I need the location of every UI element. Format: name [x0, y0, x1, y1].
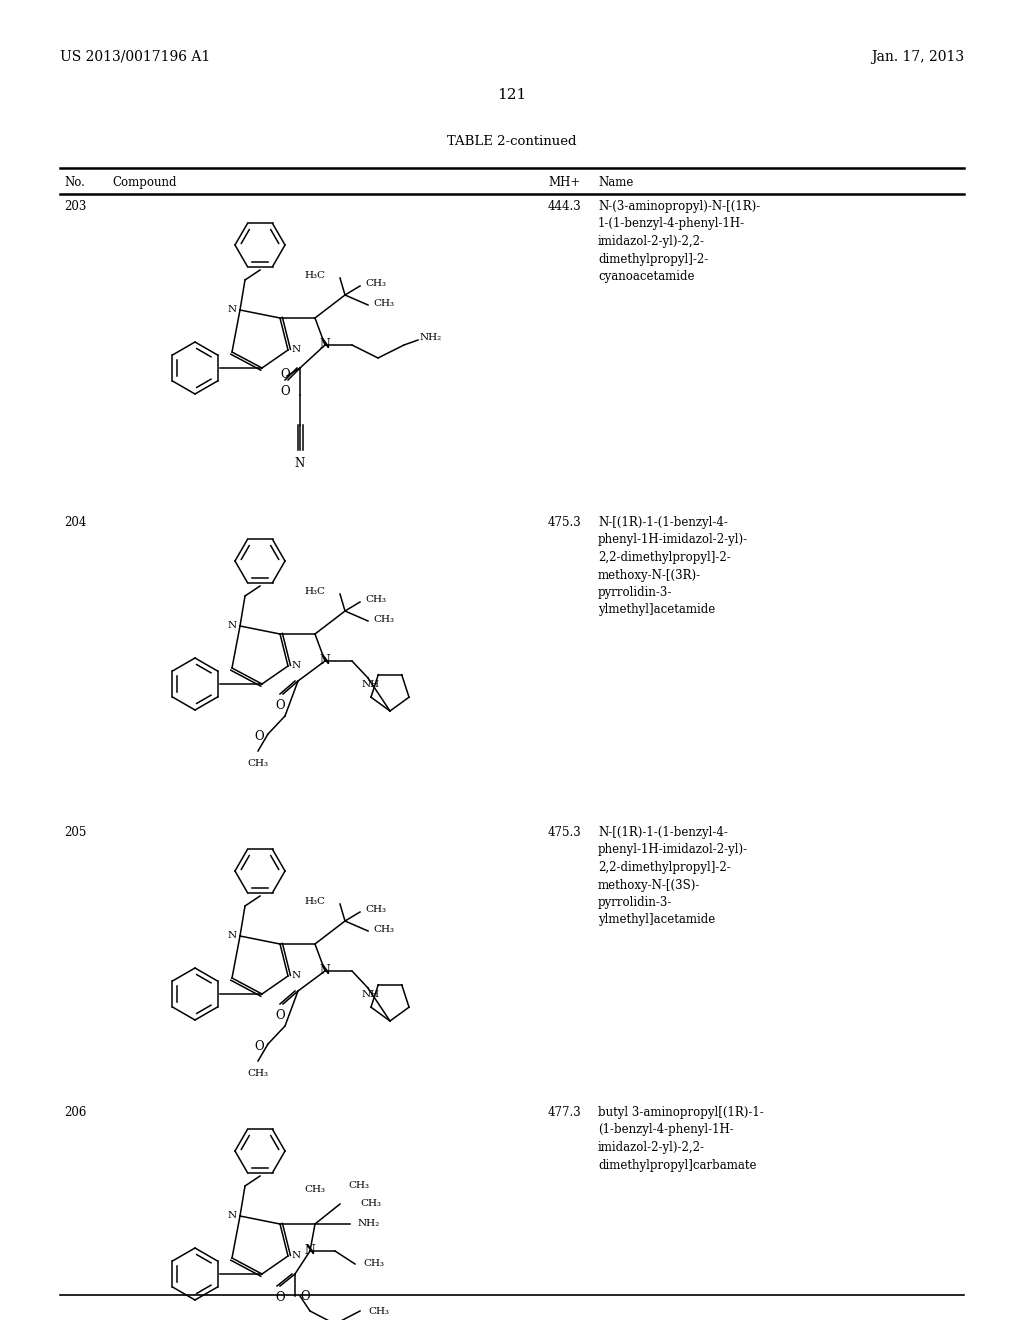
- Text: CH₃: CH₃: [304, 1184, 325, 1193]
- Text: N: N: [227, 305, 237, 314]
- Text: Jan. 17, 2013: Jan. 17, 2013: [870, 50, 964, 63]
- Text: TABLE 2-continued: TABLE 2-continued: [447, 135, 577, 148]
- Text: O: O: [275, 1008, 285, 1022]
- Text: 475.3: 475.3: [548, 516, 582, 529]
- Text: N: N: [304, 1245, 315, 1258]
- Text: N: N: [292, 346, 301, 355]
- Text: CH₃: CH₃: [360, 1200, 381, 1209]
- Text: CH₃: CH₃: [373, 298, 394, 308]
- Text: 477.3: 477.3: [548, 1106, 582, 1119]
- Text: CH₃: CH₃: [368, 1307, 389, 1316]
- Text: H₃C: H₃C: [304, 271, 325, 280]
- Text: US 2013/0017196 A1: US 2013/0017196 A1: [60, 50, 210, 63]
- Text: N-[(1R)-1-(1-benzyl-4-
phenyl-1H-imidazol-2-yl)-
2,2-dimethylpropyl]-2-
methoxy-: N-[(1R)-1-(1-benzyl-4- phenyl-1H-imidazo…: [598, 826, 749, 927]
- Text: CH₃: CH₃: [348, 1181, 369, 1191]
- Text: butyl 3-aminopropyl[(1R)-1-
(1-benzyl-4-phenyl-1H-
imidazol-2-yl)-2,2-
dimethylp: butyl 3-aminopropyl[(1R)-1- (1-benzyl-4-…: [598, 1106, 764, 1172]
- Text: N-(3-aminopropyl)-N-[(1R)-
1-(1-benzyl-4-phenyl-1H-
imidazol-2-yl)-2,2-
dimethyl: N-(3-aminopropyl)-N-[(1R)- 1-(1-benzyl-4…: [598, 201, 760, 282]
- Text: CH₃: CH₃: [365, 594, 386, 603]
- Text: N: N: [292, 661, 301, 671]
- Text: N: N: [295, 457, 305, 470]
- Text: O: O: [275, 1291, 285, 1304]
- Text: O: O: [254, 730, 264, 742]
- Text: O: O: [275, 700, 285, 711]
- Text: CH₃: CH₃: [373, 924, 394, 933]
- Text: 121: 121: [498, 88, 526, 102]
- Text: NH: NH: [361, 680, 379, 689]
- Text: No.: No.: [63, 176, 85, 189]
- Text: NH: NH: [361, 990, 379, 999]
- Text: O: O: [300, 1290, 309, 1303]
- Text: Name: Name: [598, 176, 634, 189]
- Text: N: N: [227, 1212, 237, 1221]
- Text: H₃C: H₃C: [304, 896, 325, 906]
- Text: N: N: [319, 338, 331, 351]
- Text: 206: 206: [63, 1106, 86, 1119]
- Text: CH₃: CH₃: [248, 1069, 268, 1078]
- Text: O: O: [281, 385, 290, 399]
- Text: Compound: Compound: [112, 176, 176, 189]
- Text: N: N: [319, 965, 331, 978]
- Text: CH₃: CH₃: [365, 904, 386, 913]
- Text: 203: 203: [63, 201, 86, 213]
- Text: N-[(1R)-1-(1-benzyl-4-
phenyl-1H-imidazol-2-yl)-
2,2-dimethylpropyl]-2-
methoxy-: N-[(1R)-1-(1-benzyl-4- phenyl-1H-imidazo…: [598, 516, 749, 616]
- Text: N: N: [227, 932, 237, 940]
- Text: CH₃: CH₃: [248, 759, 268, 768]
- Text: H₃C: H₃C: [304, 586, 325, 595]
- Text: 204: 204: [63, 516, 86, 529]
- Text: O: O: [254, 1040, 264, 1052]
- Text: 475.3: 475.3: [548, 826, 582, 840]
- Text: MH+: MH+: [548, 176, 581, 189]
- Text: N: N: [319, 655, 331, 668]
- Text: N: N: [227, 622, 237, 631]
- Text: 205: 205: [63, 826, 86, 840]
- Text: N: N: [292, 972, 301, 981]
- Text: CH₃: CH₃: [373, 615, 394, 623]
- Text: NH₂: NH₂: [358, 1220, 380, 1229]
- Text: CH₃: CH₃: [365, 279, 386, 288]
- Text: NH₂: NH₂: [420, 334, 442, 342]
- Text: CH₃: CH₃: [362, 1259, 384, 1269]
- Text: O: O: [281, 368, 290, 381]
- Text: N: N: [292, 1251, 301, 1261]
- Text: 444.3: 444.3: [548, 201, 582, 213]
